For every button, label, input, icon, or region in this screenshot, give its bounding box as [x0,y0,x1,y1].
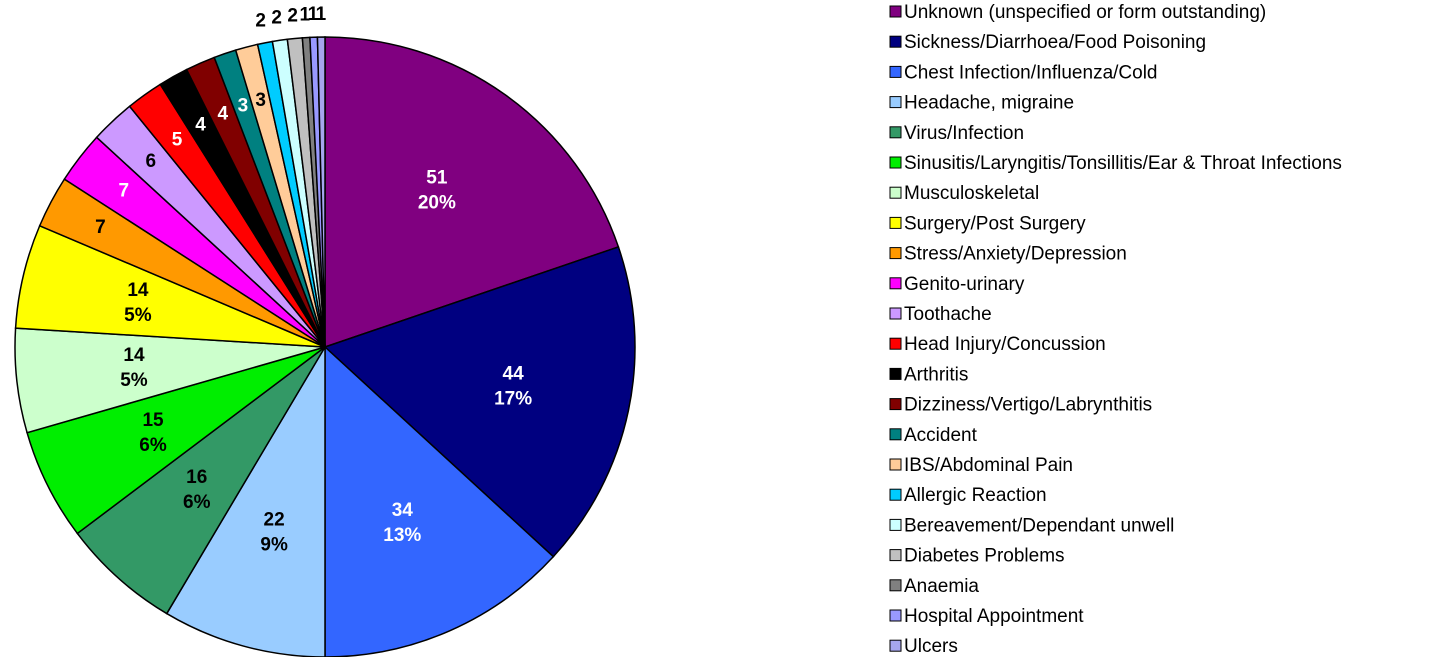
pie-slice [324,36,620,349]
legend-label: Head Injury/Concussion [904,334,1106,355]
data-label: 1 [308,4,319,25]
legend-label: Hospital Appointment [904,606,1084,627]
legend-label: IBS/Abdominal Pain [904,455,1073,476]
data-label: 2 [255,10,266,31]
legend-swatch [889,518,902,531]
data-label: 5 [172,129,183,150]
data-label: 4 [217,103,228,124]
legend-swatch [889,65,902,78]
legend-swatch [889,307,902,320]
legend-label: Accident [904,425,978,446]
legend-swatch [889,367,902,380]
legend-label: Anaemia [904,576,979,597]
percent-label: 9% [260,534,288,555]
legend-label: Unknown (unspecified or form outstanding… [904,2,1266,23]
data-label: 1 [300,5,311,26]
legend-label: Surgery/Post Surgery [904,213,1086,234]
data-label: 6 [146,151,157,172]
legend-swatch [889,428,902,441]
legend-swatch [889,156,902,169]
data-label: 14 [123,345,145,366]
percent-label: 13% [383,525,421,546]
legend-swatch [889,216,902,229]
legend-swatch [889,277,902,290]
data-label: 15 [142,410,164,431]
legend-swatch [889,35,902,48]
percent-label: 6% [183,492,211,513]
legend-swatch [889,458,902,471]
legend-label: Bereavement/Dependant unwell [904,515,1174,536]
data-label: 16 [186,467,207,488]
data-label: 2 [271,8,282,29]
data-label: 2 [287,6,298,27]
pie-slice [76,346,326,615]
legend-swatch [889,5,902,18]
data-label: 1 [316,4,327,25]
data-label: 3 [255,90,266,111]
legend-label: Genito-urinary [904,274,1025,295]
data-label: 7 [119,181,130,202]
data-label: 4 [195,114,206,135]
data-label: 34 [392,500,414,521]
legend-swatch [889,549,902,562]
legend-swatch [889,398,902,411]
legend-label: Allergic Reaction [904,485,1047,506]
legend-label: Chest Infection/Influenza/Cold [904,62,1158,83]
percent-label: 6% [139,435,167,456]
legend-swatch [889,186,902,199]
data-label: 44 [503,364,525,385]
percent-label: 17% [494,389,532,410]
legend-label: Toothache [904,304,992,325]
legend-label: Dizziness/Vertigo/Labrynthitis [904,395,1152,416]
percent-label: 20% [418,193,456,214]
legend-label: Arthritis [904,364,968,385]
legend-label: Diabetes Problems [904,546,1065,567]
legend-swatch [889,609,902,622]
legend-swatch [889,126,902,139]
legend-swatch [889,639,902,652]
legend-label: Sinusitis/Laryngitis/Tonsillitis/Ear & T… [904,153,1342,174]
legend-swatch [889,96,902,109]
pie-slice [323,245,636,558]
data-label: 22 [264,509,285,530]
legend-label: Musculoskeletal [904,183,1039,204]
legend-label: Stress/Anxiety/Depression [904,244,1127,265]
legend-swatch [889,488,902,501]
data-label: 3 [238,95,249,116]
legend-label: Sickness/Diarrhoea/Food Poisoning [904,32,1206,53]
legend-label: Headache, migraine [904,93,1074,114]
data-label: 14 [127,280,149,301]
legend-swatch [889,247,902,260]
legend-swatch [889,579,902,592]
legend-label: Virus/Infection [904,123,1024,144]
percent-label: 5% [120,370,148,391]
data-label: 51 [426,168,448,189]
legend-label: Ulcers [904,636,958,657]
data-label: 7 [95,217,106,238]
percent-label: 5% [124,305,152,326]
pie-slice [324,345,555,657]
pie-slice [316,36,326,348]
legend-swatch [889,337,902,350]
